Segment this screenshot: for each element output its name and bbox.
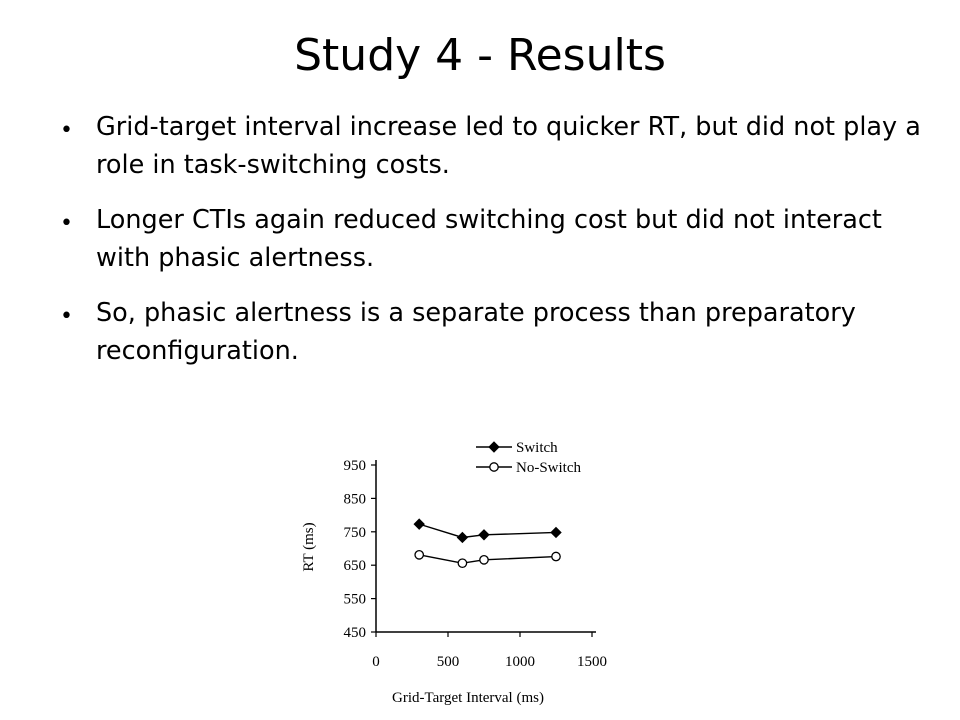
data-point [456,531,469,544]
data-point [478,529,490,541]
bullet-list: • Grid-target interval increase led to q… [56,108,936,387]
legend-marker [489,462,499,472]
y-axis-label: RT (ms) [301,522,317,571]
bullet-item: • Longer CTIs again reduced switching co… [56,201,936,277]
chart-series [413,518,562,569]
y-tick-label: 650 [344,558,367,574]
x-tick-label: 0 [372,654,380,670]
legend-label: Switch [516,440,558,456]
bullet-item: • So, phasic alertness is a separate pro… [56,294,936,370]
legend-label: No-Switch [516,460,581,476]
chart-axes [375,460,596,633]
bullet-text: Grid-target interval increase led to qui… [96,112,921,180]
x-axis-label: Grid-Target Interval (ms) [392,690,544,706]
chart-ticks: 450 550 650 750 850 950 0 500 1000 1500 [344,458,608,670]
data-point [414,549,425,560]
data-point [550,526,562,539]
chart-legend: Switch No-Switch [476,440,581,476]
y-tick-label: 950 [344,458,367,474]
x-tick-label: 1000 [505,654,535,670]
data-point [413,518,425,530]
y-tick-label: 850 [344,491,367,507]
y-tick-label: 550 [344,592,367,608]
bullet-text: Longer CTIs again reduced switching cost… [96,205,882,273]
data-point [551,551,561,562]
x-tick-label: 500 [437,654,460,670]
bullet-dot-icon: • [60,304,73,329]
legend-marker [488,441,500,453]
bullet-item: • Grid-target interval increase led to q… [56,108,936,184]
data-point [479,555,489,565]
rt-line-chart: 450 550 650 750 850 950 0 500 1000 1500 Switch No-… [301,440,608,706]
slide-title: Study 4 - Results [294,30,666,81]
y-tick-label: 450 [344,625,367,641]
bullet-text: So, phasic alertness is a separate proce… [96,298,856,366]
series-line [418,523,557,539]
data-point [457,558,468,569]
y-tick-label: 750 [344,525,367,541]
series-line [419,554,557,564]
bullet-dot-icon: • [60,118,73,143]
x-tick-label: 1500 [577,654,607,670]
bullet-dot-icon: • [60,211,73,236]
